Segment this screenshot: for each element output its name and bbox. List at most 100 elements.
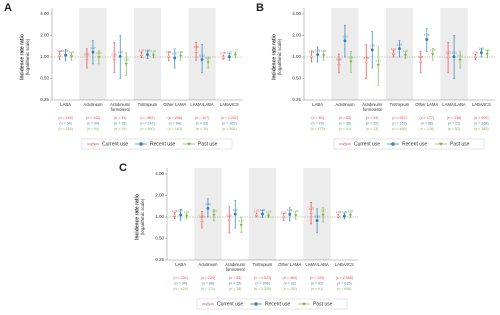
value-label: 1.10 [260, 208, 266, 212]
point [184, 214, 189, 218]
point [64, 53, 68, 57]
value-label: 1.07 [139, 49, 145, 53]
x-tick-label: Aclidinium [198, 263, 218, 267]
x-tick-label: Tiotropium [389, 103, 410, 107]
count-label: (n = 225) [201, 276, 215, 280]
value-label: 0.89 [314, 214, 320, 218]
legend-label: Past use [198, 141, 218, 147]
y-axis-label-sub: (logarithmic scale) [277, 38, 282, 75]
y-tick-label: 2.00 [292, 33, 301, 38]
value-label: 1.20 [193, 45, 199, 49]
x-tick-label: LABA [175, 263, 186, 267]
value-label: 0.77 [375, 59, 381, 63]
panel-label: B [256, 2, 264, 14]
count-label: (n = 177) [420, 116, 434, 120]
count-label: (n = 91) [311, 287, 324, 291]
point [254, 213, 259, 217]
count-label: (n = 63) [339, 116, 352, 120]
x-tick-label: LABA [60, 103, 71, 107]
legend-marker [206, 302, 210, 306]
value-label: 1.06 [211, 209, 217, 213]
count-label: (n = 698) [337, 287, 351, 291]
point [227, 218, 231, 222]
x-tick-label-box: LAMA/LABA [442, 103, 466, 107]
value-label: 1.03 [342, 210, 348, 214]
point [112, 56, 116, 60]
value-label: 1.00 [281, 211, 287, 215]
point [458, 58, 462, 62]
count-label: (n = 158) [447, 116, 461, 120]
count-label: (n = 107) [195, 116, 209, 120]
point [431, 53, 435, 57]
point [425, 37, 429, 41]
point [91, 50, 95, 54]
count-label: (n = 92) [284, 281, 297, 285]
count-label: (n = 909) [474, 116, 488, 120]
point [85, 56, 89, 60]
value-label: 1.26 [369, 44, 375, 48]
x-tick-label-box: LABA [175, 263, 186, 267]
count-label: (n = 16) [114, 121, 127, 125]
legend-marker [254, 302, 258, 306]
point [179, 213, 183, 217]
point [212, 214, 216, 217]
x-tick-label-box: LABA/ICS [220, 103, 239, 107]
x-tick-label-box: Aclidinium/ formoterol [110, 103, 130, 112]
value-label: 1.09 [430, 48, 436, 52]
point [266, 214, 271, 218]
value-label: 1.15 [479, 46, 485, 50]
count-label: (n = 13) [366, 127, 379, 131]
count-label: (n = 34) [114, 116, 127, 120]
y-axis-label-sub: (logarithmic scale) [25, 38, 30, 75]
legend-box [81, 138, 233, 150]
value-label: 0.91 [457, 54, 463, 58]
y-tick-label: 4.00 [155, 171, 164, 176]
point [446, 55, 450, 59]
x-tick-label: LABA [312, 103, 323, 107]
value-label: 0.99 [96, 51, 102, 55]
legend-marker [187, 142, 191, 146]
value-label: 1.03 [336, 210, 342, 214]
count-label: (n = 1,252) [221, 116, 238, 120]
value-label: 1.05 [321, 49, 327, 53]
panel-label: C [119, 162, 127, 174]
point [343, 39, 347, 43]
point [321, 213, 325, 217]
x-tick-label: LAMA/LABA [442, 103, 466, 107]
point [282, 215, 286, 219]
count-label: (n = 298) [168, 116, 182, 120]
point [227, 55, 231, 59]
count-label: (n = 468) [392, 127, 406, 131]
value-label: 1.04 [266, 210, 272, 214]
count-label: (n = 209) [310, 276, 324, 280]
count-label: (n = 484) [283, 276, 297, 280]
value-label: 1.17 [90, 46, 96, 50]
y-tick-label: 0.25 [292, 97, 301, 102]
y-tick-label: 0.25 [40, 97, 49, 102]
x-tick-label-box: Aclidinium/ formoterol [362, 103, 382, 112]
count-label: (n = 657) [392, 116, 406, 120]
point [391, 51, 396, 55]
x-tick-label: LABA/ICS [334, 263, 354, 267]
x-tick-label: Aclidinium [83, 103, 103, 107]
count-label: (n = 292) [283, 287, 297, 291]
point [315, 219, 319, 223]
count-label: (n = 175) [310, 127, 324, 131]
count-label: (n = 20) [366, 121, 379, 125]
point [194, 49, 198, 53]
x-tick-label: Tiotropium [137, 103, 158, 107]
count-label: (n = 268) [474, 121, 488, 125]
value-label: 0.95 [84, 52, 90, 56]
value-label: 1.10 [232, 208, 238, 212]
x-tick-label: Other LAMA [163, 103, 187, 107]
count-label: (n = 94) [174, 281, 187, 285]
count-label: (n = 508) [222, 127, 236, 131]
point [348, 214, 353, 217]
count-label: (n = 94) [87, 121, 100, 125]
value-label: 1.00 [445, 51, 451, 55]
value-label: 1.02 [309, 50, 315, 54]
value-label: 1.01 [227, 50, 233, 54]
y-tick-label: 1.00 [155, 214, 164, 219]
value-label: 0.89 [199, 214, 205, 218]
